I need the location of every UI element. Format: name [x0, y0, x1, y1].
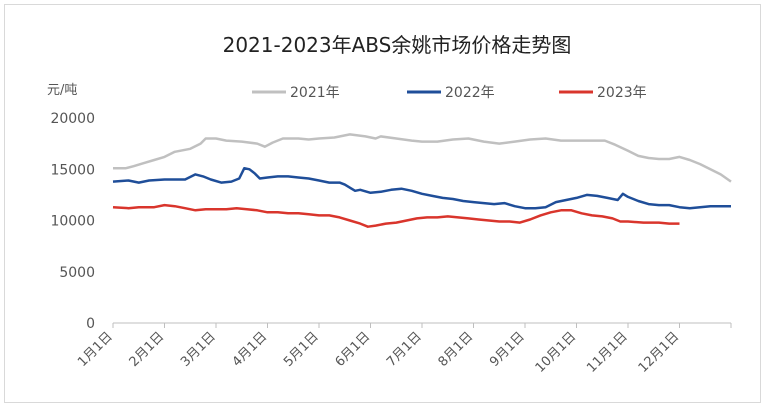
- y-tick-label: 5000: [59, 265, 95, 281]
- y-axis-ticks: 0 5000 10000 15000 20000: [50, 111, 95, 332]
- legend-label: 2023年: [597, 85, 647, 101]
- x-axis-ticks: 1月1日 2月1日 3月1日 4月1日 5月1日 6月1日 7月1日 8月1日 9月1日 10月1…: [75, 323, 732, 376]
- x-tick-label: 11月1日: [584, 329, 631, 376]
- x-tick-label: 7月1日: [384, 329, 425, 370]
- x-tick-label: 2月1日: [127, 329, 168, 370]
- y-tick-label: 0: [86, 316, 95, 332]
- series-group: [112, 133, 732, 228]
- chart-frame: 2021-2023年ABS余姚市场价格走势图 元/吨 2021年 2022年 202…: [4, 4, 761, 403]
- series-line-2021年: [113, 133, 732, 183]
- x-tick-label: 5月1日: [281, 329, 322, 370]
- legend-label: 2022年: [445, 85, 495, 101]
- x-tick-label: 9月1日: [487, 329, 528, 370]
- y-tick-label: 15000: [50, 162, 95, 178]
- x-tick-label: 3月1日: [178, 329, 219, 370]
- y-tick-label: 20000: [50, 111, 95, 127]
- x-tick-label: 10月1日: [533, 329, 580, 376]
- x-tick-label: 6月1日: [333, 329, 374, 370]
- y-tick-label: 10000: [50, 214, 95, 230]
- legend-label: 2021年: [290, 85, 340, 101]
- series-line-2023年: [112, 203, 680, 228]
- y-axis-unit: 元/吨: [47, 83, 77, 98]
- legend: 2021年 2022年 2023年: [252, 85, 647, 101]
- x-tick-label: 8月1日: [436, 329, 477, 370]
- x-tick-label: 4月1日: [230, 329, 271, 370]
- chart-title: 2021-2023年ABS余姚市场价格走势图: [223, 33, 572, 57]
- x-tick-label: 1月1日: [75, 329, 116, 370]
- x-tick-label: 12月1日: [636, 329, 683, 376]
- series-line-2022年: [112, 166, 731, 210]
- chart-svg: 2021-2023年ABS余姚市场价格走势图 元/吨 2021年 2022年 202…: [47, 33, 732, 376]
